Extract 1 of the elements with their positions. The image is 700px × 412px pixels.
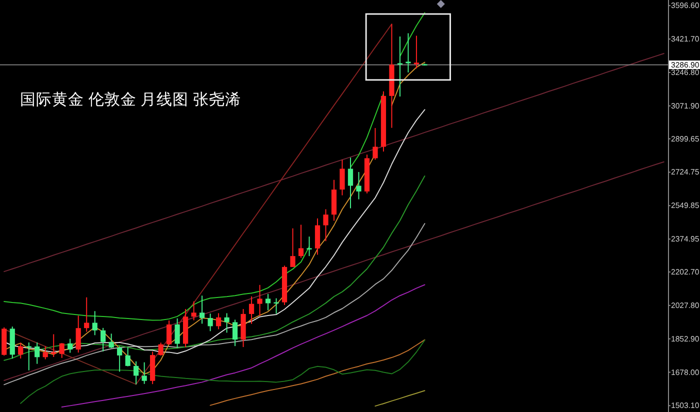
text: 国际黄金 伦敦金 月线图 张尧浠 bbox=[20, 90, 242, 108]
